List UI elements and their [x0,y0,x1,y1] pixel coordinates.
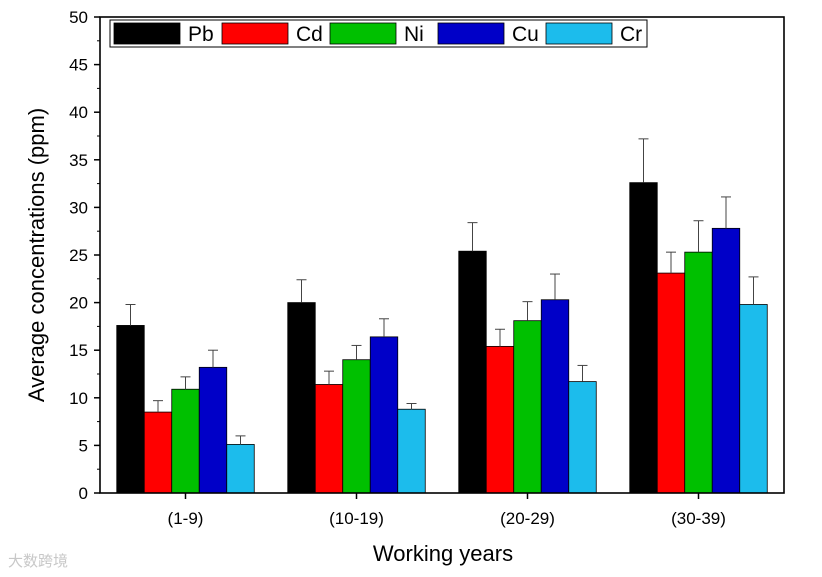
legend-swatch-pb [113,22,181,45]
x-tick-label: (30-39) [671,509,726,528]
bar-cr-3 [739,304,768,494]
bar-cu-3 [711,227,741,494]
y-axis-title: Average concentrations (ppm) [24,108,49,402]
bar-ni-0 [171,388,200,494]
bar-cr-0 [226,444,255,494]
bar-pb-2 [458,250,487,494]
legend-label-cd: Cd [296,23,323,46]
bars-layer [116,138,768,494]
x-tick-label: (10-19) [329,509,384,528]
bar-ni-3 [684,251,713,494]
legend-swatch-cr [545,22,613,45]
legend-label-cr: Cr [620,23,642,46]
bar-pb-3 [629,182,658,494]
legend-swatch-cu [437,22,505,45]
axes-layer: (1-9) (10-19) (20-29) (30-39) 0 5 10 15 20 25 30 35… [69,8,785,528]
legend: Pb Cd Ni Cu Cr [109,19,648,48]
legend-swatch-ni [329,22,397,45]
bar-cd-2 [485,345,515,494]
bar-ni-2 [513,320,542,494]
bar-pb-1 [287,302,316,494]
legend-label-cu: Cu [512,23,539,46]
bar-cu-2 [540,299,570,494]
y-tick-label: 20 [69,294,88,313]
x-tick-label: (20-29) [500,509,555,528]
y-tick-label: 30 [69,198,88,217]
legend-label-ni: Ni [404,23,424,46]
y-tick-label: 25 [69,246,88,265]
bar-cr-2 [568,381,597,494]
bar-pb-0 [116,325,145,494]
y-tick-label: 35 [69,151,88,170]
x-axis-title: Working years [373,541,513,566]
bar-cd-0 [143,411,173,494]
legend-label-pb: Pb [188,23,214,46]
bar-cd-1 [314,384,344,494]
bar-ni-1 [342,359,371,494]
y-tick-label: 10 [69,389,88,408]
x-tick-label: (1-9) [168,509,204,528]
y-tick-label: 0 [79,484,88,503]
legend-swatch-cd [221,22,289,45]
y-tick-label: 5 [79,436,88,455]
watermark-text: 大数跨境 [8,552,69,570]
bar-cd-3 [656,272,686,494]
bar-cu-1 [369,336,399,494]
y-tick-label: 40 [69,103,88,122]
bar-cr-1 [397,408,426,494]
y-tick-label: 45 [69,56,88,75]
bar-cu-0 [198,366,228,494]
y-tick-label: 15 [69,341,88,360]
y-tick-label: 50 [69,8,88,27]
